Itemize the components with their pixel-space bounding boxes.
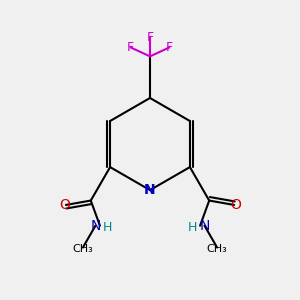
Text: N: N bbox=[144, 183, 156, 197]
Text: N: N bbox=[90, 219, 101, 233]
Text: CH₃: CH₃ bbox=[207, 244, 227, 254]
Text: F: F bbox=[166, 41, 173, 54]
Text: F: F bbox=[127, 41, 134, 54]
Text: O: O bbox=[59, 198, 70, 212]
Text: F: F bbox=[146, 31, 154, 44]
Text: H: H bbox=[188, 221, 197, 234]
Text: N: N bbox=[199, 219, 210, 233]
Text: O: O bbox=[230, 198, 241, 212]
Text: CH₃: CH₃ bbox=[73, 244, 93, 254]
Text: H: H bbox=[103, 221, 112, 234]
